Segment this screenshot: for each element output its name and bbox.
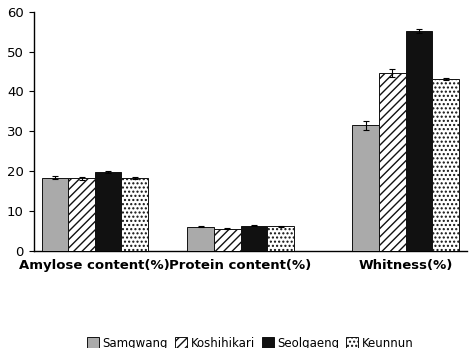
Bar (95, 172, 121, 251)
Bar (379, 73, 406, 251)
Bar (42, 178, 68, 251)
Bar (68, 178, 95, 251)
Legend: Samgwang, Koshihikari, Seolgaeng, Keunnun: Samgwang, Koshihikari, Seolgaeng, Keunnu… (82, 332, 418, 348)
Bar (406, 31, 432, 251)
Bar (432, 79, 459, 251)
Bar (214, 229, 240, 251)
Bar (187, 227, 214, 251)
Bar (121, 178, 148, 251)
Bar (267, 226, 294, 251)
Bar (240, 226, 267, 251)
Bar (353, 125, 379, 251)
